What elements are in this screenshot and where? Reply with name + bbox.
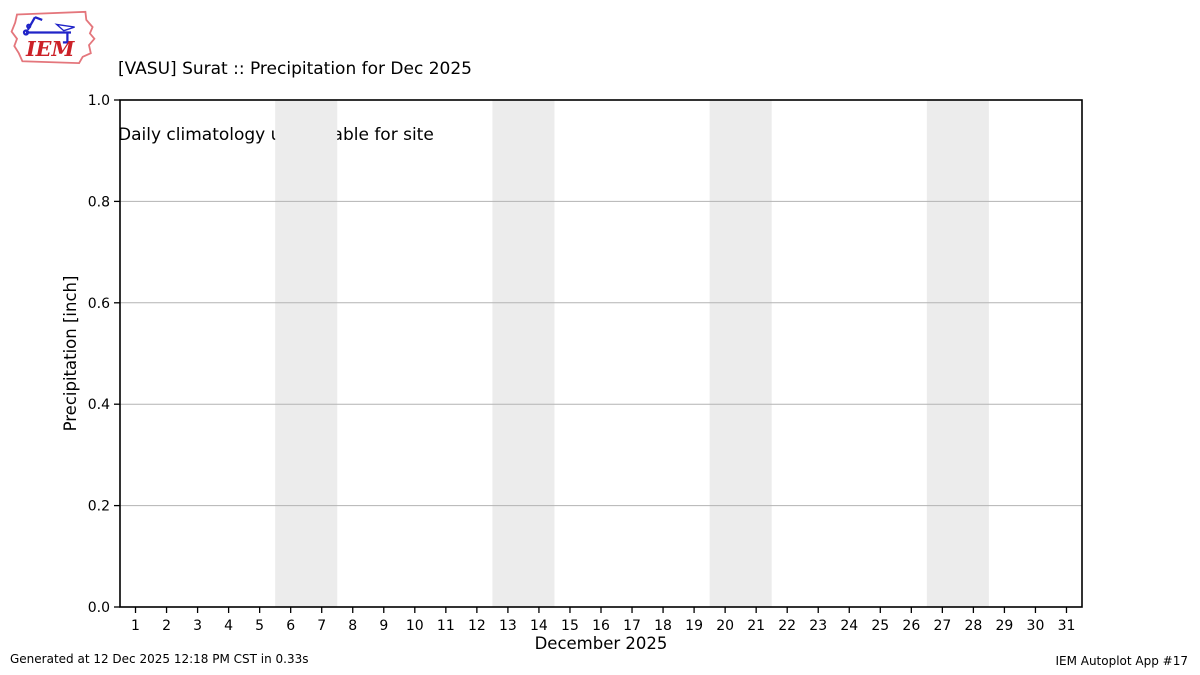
x-tick-label: 18 xyxy=(654,618,672,634)
footer-generated-text: Generated at 12 Dec 2025 12:18 PM CST in… xyxy=(10,652,309,666)
x-tick-label: 10 xyxy=(406,618,424,634)
weather-vane-icon xyxy=(22,16,75,44)
x-tick-label: 16 xyxy=(592,618,610,634)
x-tick-label: 23 xyxy=(809,618,827,634)
y-tick-label: 0.0 xyxy=(88,600,110,616)
x-tick-label: 4 xyxy=(224,618,233,634)
x-tick-label: 6 xyxy=(286,618,295,634)
title-block: [VASU] Surat :: Precipitation for Dec 20… xyxy=(118,14,472,190)
iem-logo: IEM xyxy=(10,10,96,65)
x-tick-label: 22 xyxy=(778,618,796,634)
x-tick-label: 1 xyxy=(131,618,140,634)
x-tick-label: 30 xyxy=(1027,618,1045,634)
x-tick-label: 31 xyxy=(1058,618,1076,634)
x-tick-label: 28 xyxy=(964,618,982,634)
x-tick-label: 5 xyxy=(255,618,264,634)
y-tick-label: 0.6 xyxy=(88,296,110,312)
x-tick-label: 11 xyxy=(437,618,455,634)
x-tick-label: 17 xyxy=(623,618,641,634)
x-tick-label: 7 xyxy=(317,618,326,634)
x-tick-label: 8 xyxy=(348,618,357,634)
weekend-band xyxy=(275,100,338,607)
weekend-band xyxy=(492,100,555,607)
x-axis-label: December 2025 xyxy=(535,634,668,653)
y-tick-label: 1.0 xyxy=(88,93,110,109)
x-tick-label: 21 xyxy=(747,618,765,634)
x-tick-label: 25 xyxy=(871,618,889,634)
weekend-band xyxy=(926,100,989,607)
x-tick-label: 13 xyxy=(499,618,517,634)
y-tick-label: 0.2 xyxy=(88,499,110,515)
y-tick-label: 0.8 xyxy=(88,194,110,210)
iowa-outline-icon xyxy=(10,10,96,65)
x-tick-label: 2 xyxy=(162,618,171,634)
x-tick-label: 27 xyxy=(933,618,951,634)
x-tick-label: 24 xyxy=(840,618,858,634)
y-axis-label: Precipitation [inch] xyxy=(61,276,80,432)
x-tick-label: 19 xyxy=(685,618,703,634)
x-tick-label: 12 xyxy=(468,618,486,634)
x-tick-label: 14 xyxy=(530,618,548,634)
x-tick-label: 15 xyxy=(561,618,579,634)
iem-logo-text: IEM xyxy=(25,37,75,61)
weekend-band xyxy=(709,100,772,607)
y-tick-label: 0.4 xyxy=(88,397,110,413)
x-tick-label: 26 xyxy=(902,618,920,634)
x-tick-label: 9 xyxy=(379,618,388,634)
x-tick-label: 3 xyxy=(193,618,202,634)
chart-title: [VASU] Surat :: Precipitation for Dec 20… xyxy=(118,59,472,79)
footer-app-text: IEM Autoplot App #17 xyxy=(1055,654,1188,668)
x-tick-label: 20 xyxy=(716,618,734,634)
x-tick-label: 29 xyxy=(996,618,1014,634)
